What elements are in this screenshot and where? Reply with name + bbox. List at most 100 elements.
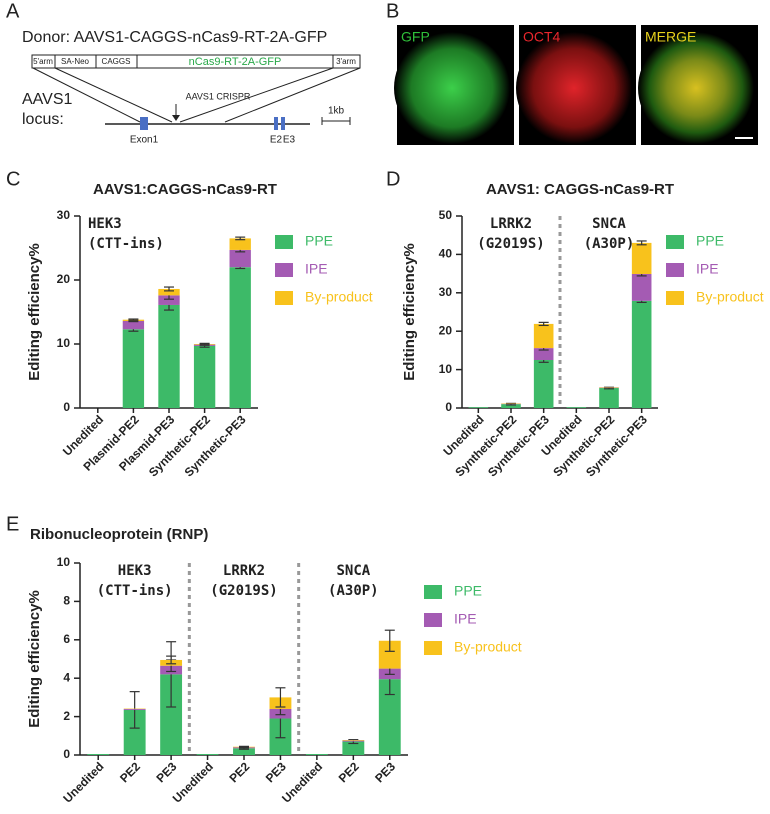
bar-segment [123,709,146,755]
homology-line [224,67,361,123]
group-label: SNCA [336,563,370,579]
bar-segment [631,273,652,301]
x-tick-label: Unedited [170,759,216,805]
bar-segment [342,741,365,755]
colony [394,32,510,144]
panel-label: C [6,168,20,190]
y-tick-label: 30 [57,208,71,222]
segment-label: SA-Neo [61,57,90,66]
y-tick-label: 50 [439,208,453,222]
bar-segment [631,242,652,274]
y-tick-label: 10 [57,555,71,569]
cut-label: AAVS1 CRISPR [186,91,251,101]
chart: Ribonucleoprotein (RNP) Editing efficienc… [26,526,522,806]
bar-segment [533,360,554,408]
y-axis-title: Editing efficiency% [401,243,418,381]
group-label: (G2019S) [477,236,544,252]
x-tick-label: PE2 [226,759,252,785]
chart-title: AAVS1:CAGGS-nCas9-RT [93,181,277,198]
chart: AAVS1:CAGGS-nCas9-RT Editing efficiency% 0… [26,181,373,479]
group-label: (G2019S) [210,583,277,599]
scale-label: 1kb [328,106,345,117]
chart: AAVS1: CAGGS-nCas9-RT Editing efficiency%… [401,181,764,479]
legend-label: By-product [305,289,373,305]
y-tick-label: 2 [63,709,70,723]
x-tick-label: PE3 [263,759,289,785]
segment-label: CAGGS [102,57,131,66]
bar-segment [229,267,251,408]
error-bar [235,236,246,241]
x-tick-label: Unedited [279,759,325,805]
chart-title: Ribonucleoprotein (RNP) [30,526,208,543]
error-bar [275,687,286,708]
group-label: LRRK2 [223,563,265,579]
y-tick-label: 8 [63,594,70,608]
y-tick-label: 20 [57,272,71,286]
bar-segment [87,754,110,755]
legend-swatch [666,291,684,305]
bar-segment [305,754,328,755]
donor-title: Donor: AAVS1-CAGGS-nCas9-RT-2A-GFP [22,29,327,46]
legend-label: IPE [696,261,719,277]
bar-segment [123,708,146,710]
x-tick-label: Unedited [60,759,106,805]
y-tick-label: 0 [63,400,70,414]
bar-segment [468,407,489,408]
legend-swatch [666,235,684,249]
group-label: (CTT-ins) [88,236,164,252]
legend-label: IPE [454,611,477,627]
legend-swatch [424,585,442,599]
panel-label: B [386,0,399,22]
bar-segment [122,329,145,408]
y-tick-label: 30 [439,285,453,299]
error-bar [128,318,139,321]
bar-segment [158,288,180,296]
error-bar [636,240,647,246]
bar-segment [193,345,216,408]
legend-swatch [424,641,442,655]
bar-segment [631,300,652,408]
bar-segment [501,404,521,408]
bar-segment [122,320,145,330]
cut-arrow-head [172,115,180,121]
x-tick-label: PE3 [372,759,398,785]
bar-segment [158,295,180,305]
y-tick-label: 10 [439,362,453,376]
exon-label: E2 [270,135,283,146]
y-tick-label: 40 [439,247,453,261]
bar-segment [378,640,401,669]
group-label: LRRK2 [490,216,532,232]
channel-label: OCT4 [523,29,561,45]
y-tick-label: 4 [63,670,70,684]
bar-segment [342,740,365,741]
error-bar [538,321,549,327]
x-tick-label: PE2 [336,759,362,785]
y-tick-label: 0 [63,747,70,761]
donor-diagram: Donor: AAVS1-CAGGS-nCas9-RT-2A-GFP 5'arm… [22,29,361,146]
x-tick-label: Synthetic-PE3 [182,412,249,479]
colony [638,32,754,144]
y-axis-title: Editing efficiency% [26,243,43,381]
legend-swatch [424,613,442,627]
bar-segment [229,238,251,250]
x-tick-label: PE2 [117,759,143,785]
locus-label: locus: [22,111,64,128]
donor-box [31,54,361,69]
group-label: (A30P) [584,236,635,252]
y-tick-label: 0 [445,400,452,414]
segment-label: 5'arm [33,57,53,66]
group-label: HEK3 [118,563,152,579]
y-axis-title: Editing efficiency% [26,590,43,728]
segment-label: nCas9-RT-2A-GFP [189,56,282,68]
group-label: (CTT-ins) [97,583,173,599]
legend-swatch [275,235,293,249]
panel-label: E [6,513,19,535]
legend-swatch [666,263,684,277]
legend-label: PPE [305,233,333,249]
legend-label: PPE [696,233,724,249]
legend-swatch [275,263,293,277]
bar-segment [229,249,251,268]
colony [516,32,632,144]
y-tick-label: 6 [63,632,70,646]
